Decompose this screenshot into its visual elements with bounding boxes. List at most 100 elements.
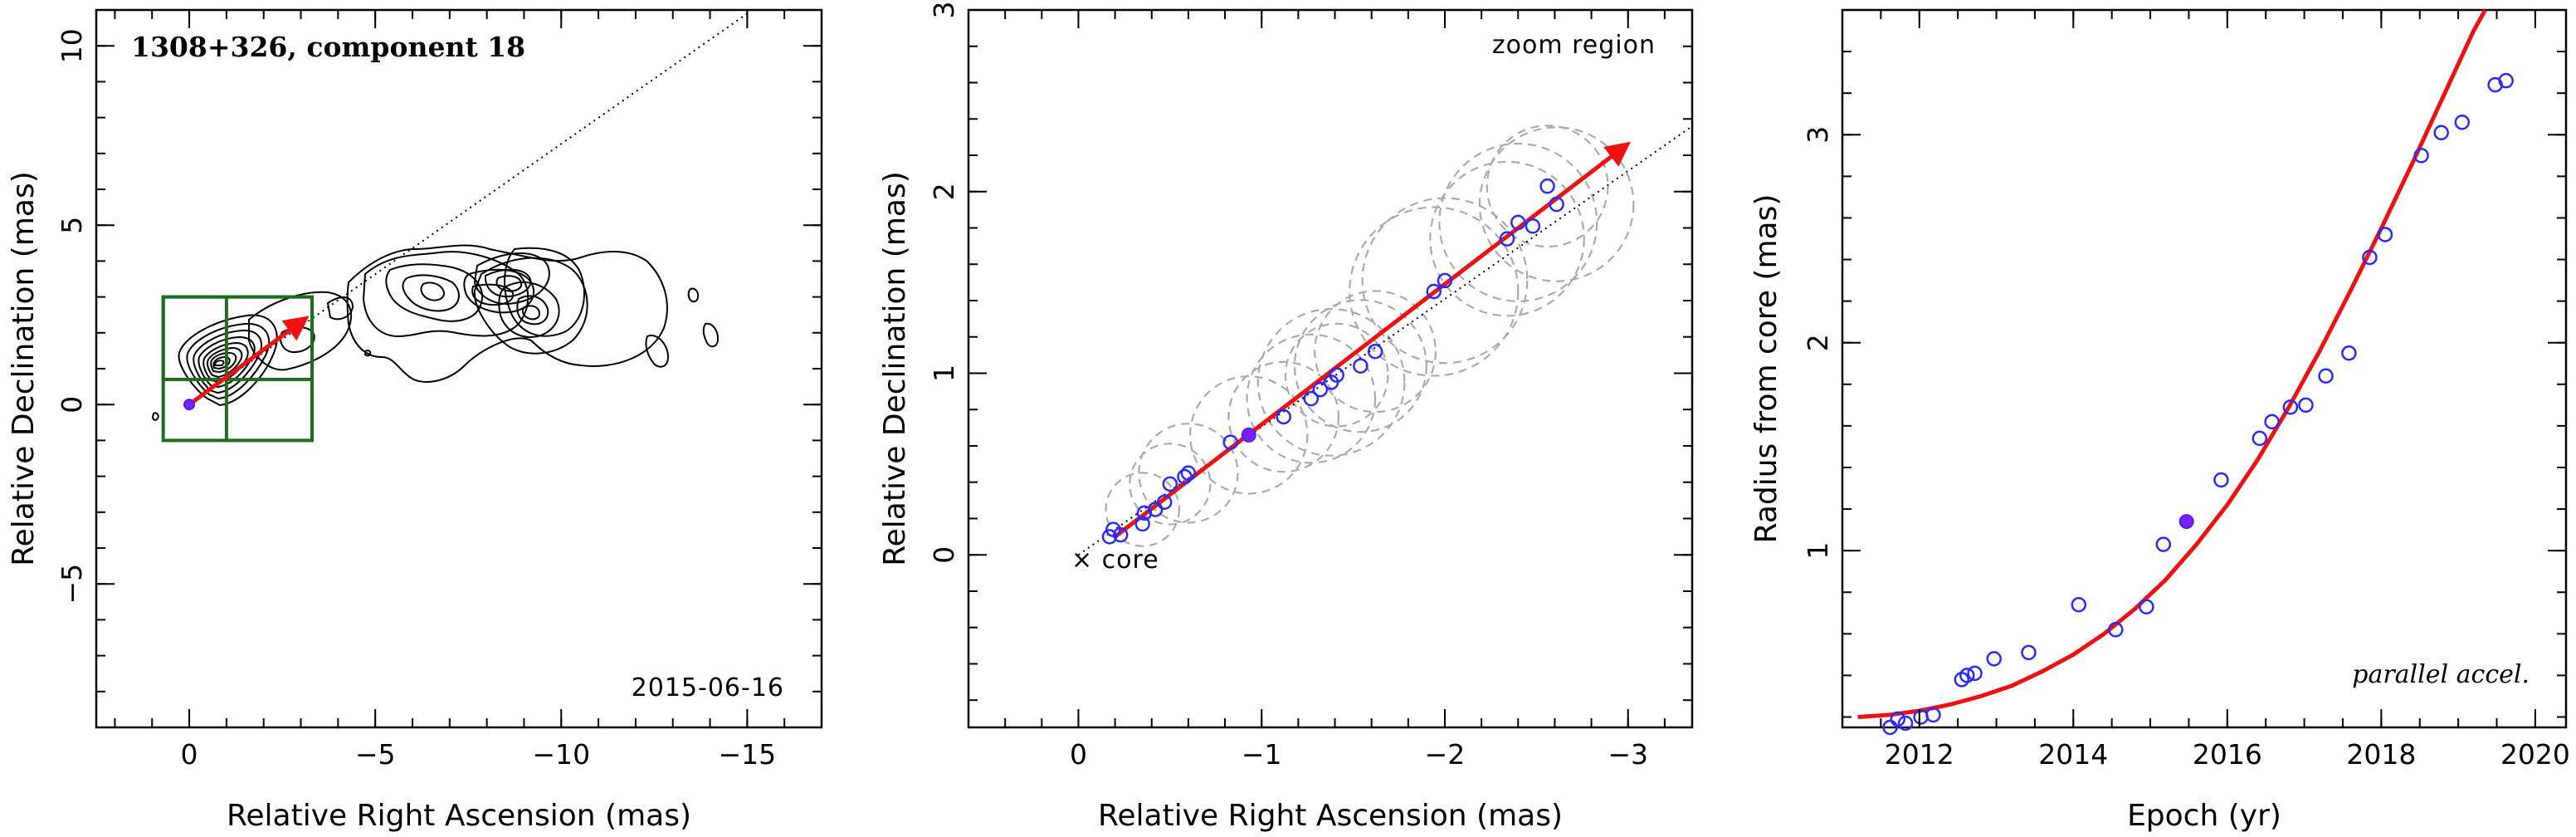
uncertainty-circle: [1486, 125, 1609, 248]
position-point: [1276, 409, 1291, 425]
uncertainty-circle: [1256, 308, 1406, 457]
uncertainty-circle: [1138, 423, 1239, 524]
uncertainty-circle: [1429, 160, 1585, 317]
radius-points: [1882, 72, 2514, 736]
position-point: [1303, 390, 1320, 407]
position-point: [1112, 526, 1129, 543]
panel3-y-tick-label: 1: [1802, 542, 1834, 560]
radius-point: [2377, 227, 2393, 242]
panel3-x-tick-label: 2014: [2038, 738, 2108, 771]
uncertainty-circle: [1349, 206, 1520, 377]
panel2-x-tick-label: 0: [1070, 738, 1087, 771]
panel2-frame: [967, 8, 1694, 729]
radius-point: [2498, 72, 2514, 89]
uncertainty-circle: [1129, 443, 1212, 526]
panel3-annotation: parallel accel.: [2352, 660, 2530, 689]
panel-image-map: 0 −5 −10 −15 −5 0 5 10 1308+326, component 18 2…: [7, 8, 823, 833]
panel1-y-tick-label: 5: [56, 217, 88, 234]
panel1-x-tick-label: −15: [719, 738, 777, 771]
position-point: [1162, 476, 1178, 492]
uncertainty-circle: [1246, 333, 1377, 464]
panel2-y-axis-label: Relative Declination (mas): [878, 171, 912, 566]
uncertainty-circle: [1284, 322, 1389, 428]
position-point-selected: [1241, 427, 1256, 443]
position-point: [1177, 468, 1193, 485]
position-point: [1147, 502, 1164, 517]
radius-point: [2252, 430, 2268, 447]
panel2-y-tick-label: 1: [928, 365, 960, 382]
uncertainty-circle: [1314, 290, 1437, 414]
panel3-x-tick-label: 2016: [2193, 738, 2262, 771]
radius-point: [2413, 148, 2429, 164]
panel3-x-tick-label: 2018: [2346, 738, 2416, 771]
uncertainty-circle: [1105, 472, 1180, 547]
panel2-y-tick-label: 3: [928, 2, 960, 19]
radius-point: [1986, 651, 2002, 667]
panel3-x-tick-label: 2012: [1885, 738, 1954, 771]
position-point: [1499, 231, 1515, 247]
uncertainty-circle: [1189, 375, 1309, 495]
radius-point: [2318, 368, 2334, 384]
panel2-x-tick-label: −1: [1242, 738, 1282, 771]
position-point: [1312, 381, 1329, 398]
radius-point: [1967, 665, 1983, 682]
position-point: [1549, 196, 1564, 213]
panel2-x-tick-label: −3: [1608, 738, 1648, 771]
position-point: [1156, 494, 1173, 511]
trajectory-line: [188, 12, 748, 406]
radius-point: [1890, 711, 1906, 727]
radius-point: [2213, 472, 2229, 488]
panel1-x-tick-label: −5: [355, 738, 396, 771]
radius-point: [2362, 249, 2378, 266]
panel1-x-tick-label: −10: [532, 738, 590, 771]
panel1-x-tick-label: 0: [181, 738, 198, 771]
motion-arrow: [1114, 141, 1632, 539]
radius-point: [2433, 125, 2449, 141]
panel1-y-tick-label: 10: [56, 28, 88, 63]
panel1-x-axis-label: Relative Right Ascension (mas): [227, 799, 691, 833]
position-point: [1329, 367, 1344, 383]
position-point: [1437, 272, 1453, 289]
uncertainty-circles: [1105, 125, 1635, 547]
position-point: [1180, 465, 1197, 482]
radius-point: [2454, 114, 2471, 130]
position-point: [1426, 283, 1442, 300]
radius-point: [1959, 668, 1975, 683]
panel1-y-tick-label: −5: [56, 564, 88, 604]
core-point: [183, 399, 196, 411]
panel3-x-tick-label: 2020: [2500, 738, 2570, 771]
panel1-y-tick-label: 0: [56, 396, 88, 414]
position-point: [1353, 358, 1368, 374]
position-point: [1539, 178, 1555, 194]
radius-point: [2155, 536, 2172, 552]
uncertainty-circle: [1438, 142, 1598, 302]
radius-point: [2139, 599, 2154, 614]
fit-curve: [1857, 8, 2487, 719]
panel2-y-tick-label: 0: [928, 546, 960, 564]
panel3-x-axis-label: Epoch (yr): [2127, 799, 2281, 833]
radius-point: [1925, 707, 1941, 723]
radius-point: [2264, 414, 2280, 430]
position-point: [1525, 218, 1541, 234]
contour-map: [151, 244, 720, 421]
position-point: [1101, 529, 1118, 545]
position-points: [1101, 178, 1564, 545]
position-point: [1222, 434, 1238, 450]
panel3-y-tick-label: 2: [1802, 334, 1834, 351]
panel2-annotation: zoom region: [1492, 31, 1656, 60]
panel1-title: 1308+326, component 18: [131, 31, 525, 63]
panel2-y-tick-label: 2: [928, 183, 960, 200]
core-label: × core: [1071, 546, 1159, 575]
fit-curve-line: [1857, 8, 2487, 719]
panel3-frame: [1841, 8, 2568, 729]
radius-point: [2282, 399, 2299, 415]
radius-point: [2071, 596, 2087, 613]
motion-arrow: [188, 316, 310, 407]
panel3-y-tick-label: 3: [1802, 126, 1834, 144]
position-point: [1134, 516, 1150, 532]
panel2-x-axis-label: Relative Right Ascension (mas): [1098, 799, 1563, 833]
radius-point: [2298, 397, 2314, 414]
zoom-box: [161, 295, 314, 381]
uncertainty-circle: [1478, 126, 1635, 282]
